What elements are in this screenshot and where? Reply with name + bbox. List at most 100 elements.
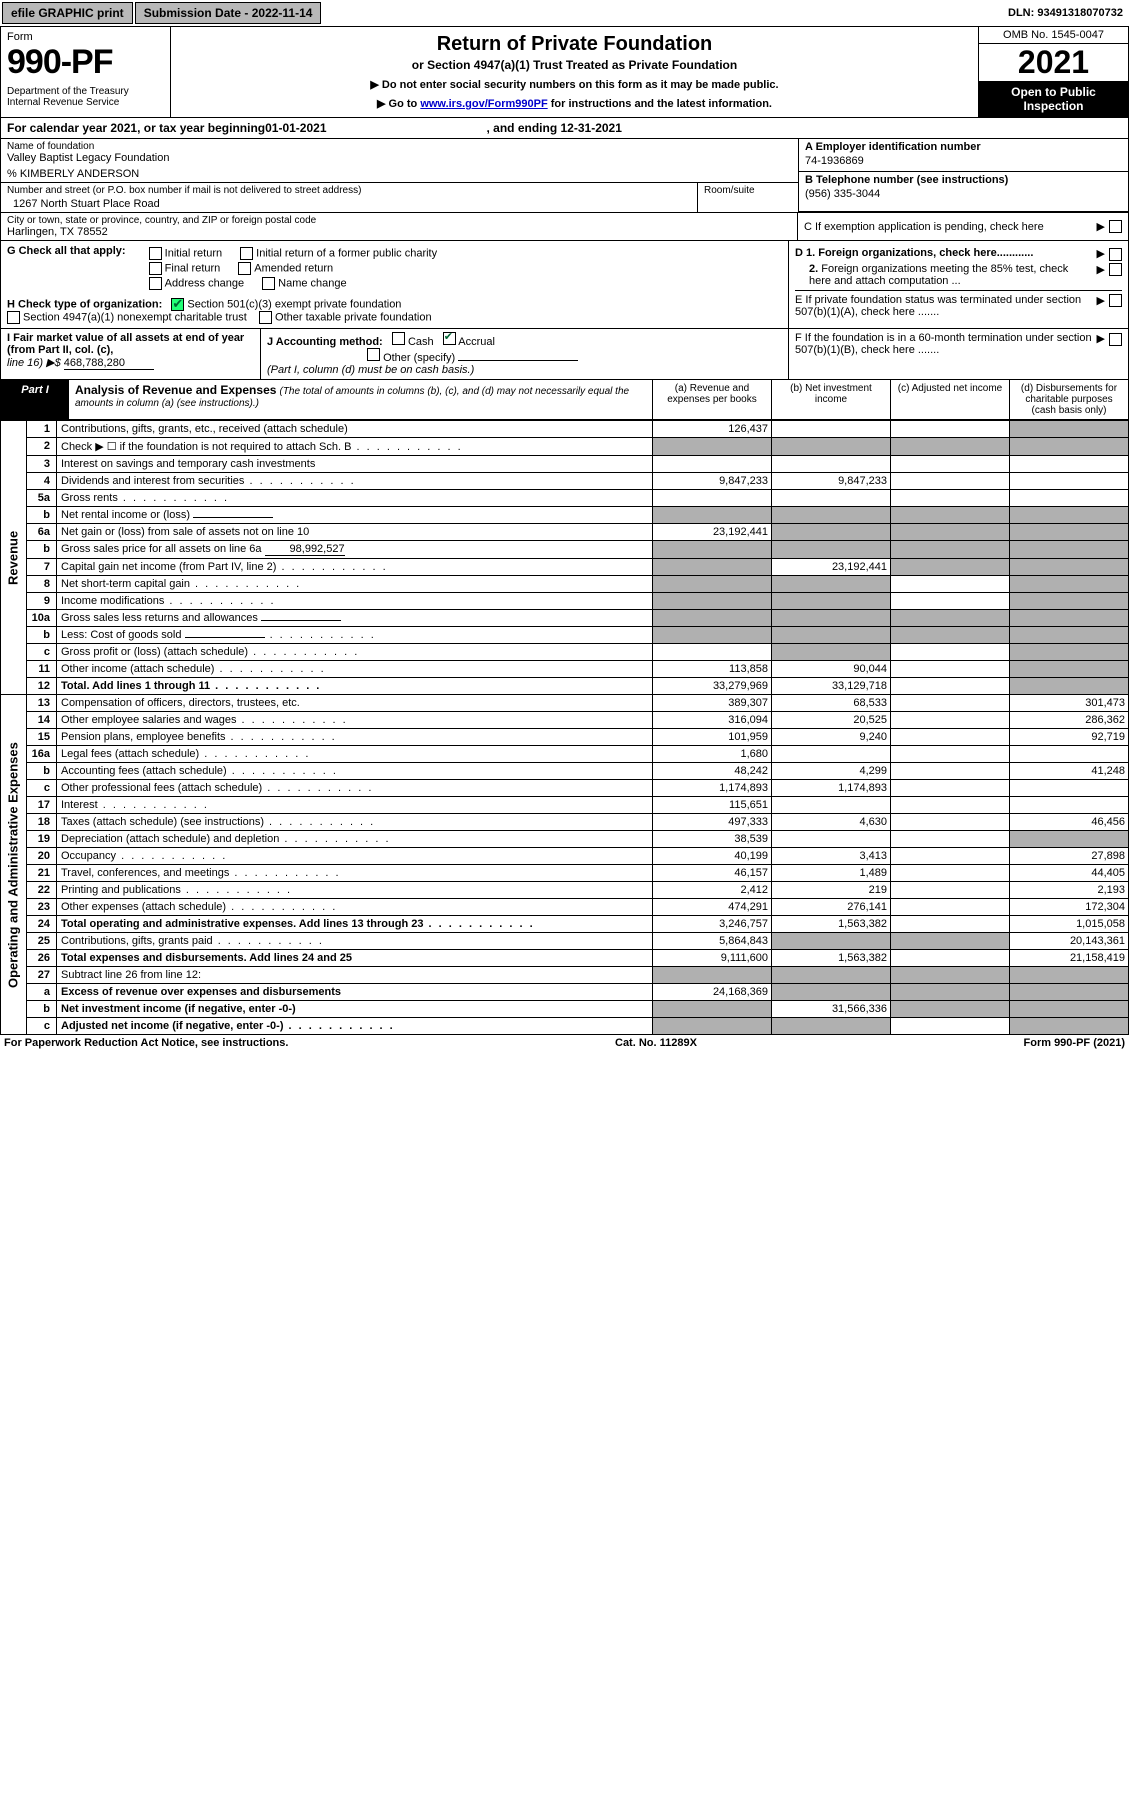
table-row: bLess: Cost of goods sold <box>1 627 1129 644</box>
table-row: 6aNet gain or (loss) from sale of assets… <box>1 524 1129 541</box>
cell-b: 1,563,382 <box>772 916 891 933</box>
cell-d <box>1010 490 1129 507</box>
g-address-checkbox[interactable] <box>149 277 162 290</box>
table-row: 26Total expenses and disbursements. Add … <box>1 950 1129 967</box>
cell-c <box>891 882 1010 899</box>
d1-checkbox[interactable] <box>1109 248 1122 261</box>
line-number: 27 <box>27 967 57 984</box>
form-header: Form 990-PF Department of the Treasury I… <box>0 26 1129 118</box>
g-address: Address change <box>165 277 245 289</box>
table-row: 9Income modifications <box>1 593 1129 610</box>
g-initialpub-checkbox[interactable] <box>240 247 253 260</box>
cell-d: 301,473 <box>1010 695 1129 712</box>
c-checkbox[interactable] <box>1109 220 1122 233</box>
cell-d <box>1010 456 1129 473</box>
cell-d <box>1010 831 1129 848</box>
cell-a: 23,192,441 <box>653 524 772 541</box>
cell-a <box>653 967 772 984</box>
e-checkbox[interactable] <box>1109 294 1122 307</box>
omb-number: OMB No. 1545-0047 <box>979 27 1128 44</box>
line-desc: Income modifications <box>57 593 653 610</box>
form-word: Form <box>7 31 164 43</box>
cell-a: 101,959 <box>653 729 772 746</box>
g-final-checkbox[interactable] <box>149 262 162 275</box>
table-row: 3Interest on savings and temporary cash … <box>1 456 1129 473</box>
cell-a <box>653 456 772 473</box>
line-desc: Contributions, gifts, grants, etc., rece… <box>57 421 653 438</box>
cell-c <box>891 593 1010 610</box>
h-other-checkbox[interactable] <box>259 311 272 324</box>
cell-c <box>891 507 1010 524</box>
line-number: b <box>27 507 57 524</box>
line-number: 3 <box>27 456 57 473</box>
part1-tag: Part I <box>1 380 69 419</box>
table-row: aExcess of revenue over expenses and dis… <box>1 984 1129 1001</box>
line-desc: Gross sales less returns and allowances <box>57 610 653 627</box>
h-501c3-checkbox[interactable] <box>171 298 184 311</box>
cell-b: 31,566,336 <box>772 1001 891 1018</box>
line-desc: Subtract line 26 from line 12: <box>57 967 653 984</box>
cell-d <box>1010 797 1129 814</box>
g-name-checkbox[interactable] <box>262 277 275 290</box>
table-row: 4Dividends and interest from securities9… <box>1 473 1129 490</box>
dln-label: DLN: <box>1008 7 1037 19</box>
form-link[interactable]: www.irs.gov/Form990PF <box>420 98 547 110</box>
cell-a: 5,864,843 <box>653 933 772 950</box>
cell-a <box>653 576 772 593</box>
header-right: OMB No. 1545-0047 2021 Open to Public In… <box>978 27 1128 117</box>
form-number: 990-PF <box>7 43 164 82</box>
cell-c <box>891 831 1010 848</box>
line-number: 7 <box>27 559 57 576</box>
g-initial-checkbox[interactable] <box>149 247 162 260</box>
cell-c <box>891 950 1010 967</box>
cell-c <box>891 490 1010 507</box>
line-desc: Total operating and administrative expen… <box>57 916 653 933</box>
h-4947-checkbox[interactable] <box>7 311 20 324</box>
j-accrual-checkbox[interactable]: ✔ <box>443 332 456 345</box>
cell-a <box>653 593 772 610</box>
cell-d <box>1010 627 1129 644</box>
line-number: 10a <box>27 610 57 627</box>
j-accrual: Accrual <box>458 336 495 348</box>
c-cell: C If exemption application is pending, c… <box>798 213 1128 240</box>
g-name: Name change <box>278 277 347 289</box>
cell-c <box>891 916 1010 933</box>
f-checkbox[interactable] <box>1109 333 1122 346</box>
tax-year: 2021 <box>979 44 1128 81</box>
f-cell: F If the foundation is in a 60-month ter… <box>788 329 1128 379</box>
cell-d <box>1010 780 1129 797</box>
side-label: Operating and Administrative Expenses <box>1 695 27 1035</box>
cell-a <box>653 644 772 661</box>
foundation-name: Valley Baptist Legacy Foundation <box>7 152 792 164</box>
cal-end: 12-31-2021 <box>561 121 622 135</box>
cell-a: 46,157 <box>653 865 772 882</box>
cell-a: 3,246,757 <box>653 916 772 933</box>
cell-a: 126,437 <box>653 421 772 438</box>
line-number: c <box>27 644 57 661</box>
d2-checkbox[interactable] <box>1109 263 1122 276</box>
line-number: b <box>27 627 57 644</box>
submission-date-button[interactable]: Submission Date - 2022-11-14 <box>135 2 322 24</box>
g-amended-checkbox[interactable] <box>238 262 251 275</box>
table-row: Revenue1Contributions, gifts, grants, et… <box>1 421 1129 438</box>
line-number: 26 <box>27 950 57 967</box>
cell-c <box>891 661 1010 678</box>
cell-c <box>891 780 1010 797</box>
cell-c <box>891 746 1010 763</box>
foundation-name-row: Name of foundation Valley Baptist Legacy… <box>1 139 798 183</box>
cell-d <box>1010 438 1129 456</box>
ghde-block: G Check all that apply: Initial return I… <box>0 241 1129 329</box>
line-desc: Printing and publications <box>57 882 653 899</box>
cell-a <box>653 1001 772 1018</box>
note-2: ▶ Go to www.irs.gov/Form990PF for instru… <box>181 97 968 110</box>
cell-c <box>891 1001 1010 1018</box>
cell-a: 24,168,369 <box>653 984 772 1001</box>
j-cash-checkbox[interactable] <box>392 332 405 345</box>
line-number: 22 <box>27 882 57 899</box>
cell-d <box>1010 421 1129 438</box>
cell-b <box>772 831 891 848</box>
line-desc: Other employee salaries and wages <box>57 712 653 729</box>
efile-print-button[interactable]: efile GRAPHIC print <box>2 2 133 24</box>
j-other-checkbox[interactable] <box>367 348 380 361</box>
line-number: 12 <box>27 678 57 695</box>
